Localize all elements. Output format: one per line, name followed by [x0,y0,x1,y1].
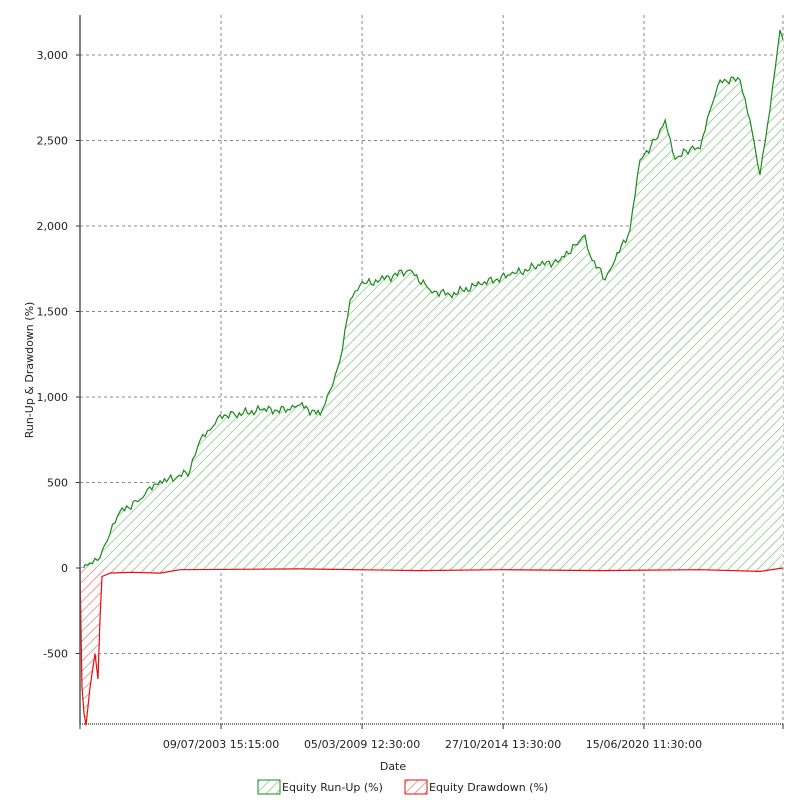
legend: Equity Run-Up (%) Equity Drawdown (%) [257,779,548,795]
y-tick-label: 500 [47,477,68,490]
legend-label-runup: Equity Run-Up (%) [282,781,383,794]
runup-area [80,30,783,571]
x-tick-label: 15/06/2020 11:30:00 [586,738,702,751]
axes [76,15,784,729]
legend-label-drawdown: Equity Drawdown (%) [429,781,548,794]
legend-item-drawdown[interactable]: Equity Drawdown (%) [404,779,548,795]
y-tick-labels: 3,000 2,500 2,000 1,500 1,000 500 0 -500 [37,49,69,661]
legend-swatch-runup [257,779,281,795]
y-tick-label: -500 [43,648,68,661]
x-tick-label: 05/03/2009 12:30:00 [304,738,420,751]
legend-swatch-drawdown [404,779,428,795]
drawdown-area [80,568,783,726]
x-tick-label: 27/10/2014 13:30:00 [445,738,561,751]
series-areas [79,29,784,726]
y-tick-label: 1,500 [37,306,69,319]
y-tick-label: 2,000 [37,220,69,233]
legend-item-runup[interactable]: Equity Run-Up (%) [257,779,383,795]
runup-line [79,29,784,573]
y-tick-label: 0 [61,562,68,575]
y-tick-label: 2,500 [37,135,69,148]
y-tick-label: 1,000 [37,391,69,404]
x-tick-label: 09/07/2003 15:15:00 [163,738,279,751]
y-tick-label: 3,000 [37,49,69,62]
x-axis-title: Date [380,760,407,773]
x-tick-labels: 09/07/2003 15:15:00 05/03/2009 12:30:00 27… [163,738,702,751]
y-axis-title: Run-Up & Drawdown (%) [23,302,36,439]
drawdown-line [79,567,784,726]
